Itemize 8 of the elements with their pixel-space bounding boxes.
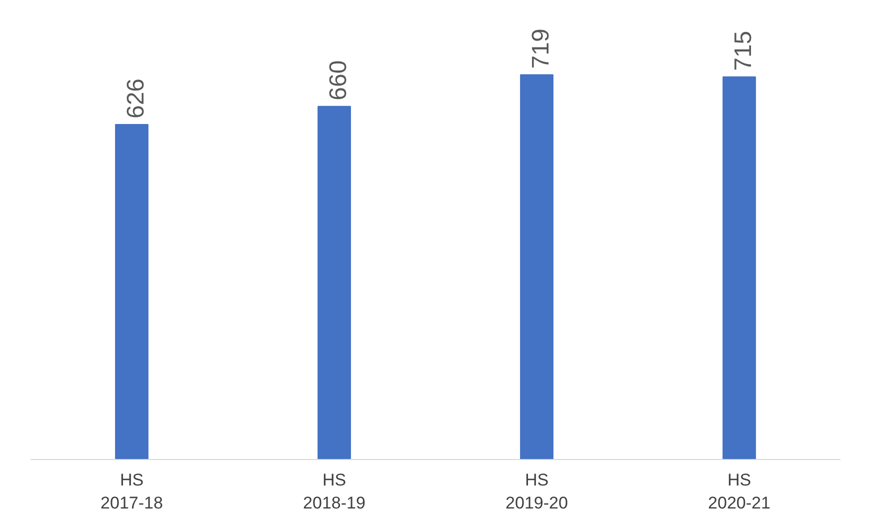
x-tick-label: HS 2020-21: [708, 470, 770, 512]
data-label: 719: [528, 28, 555, 69]
x-tick-label: HS 2019-20: [506, 470, 568, 512]
data-label: 715: [730, 30, 758, 71]
data-label: 660: [325, 60, 352, 100]
x-tick-label: HS 2017-18: [100, 470, 163, 512]
data-label: 626: [122, 78, 150, 119]
x-tick-label: HS 2018-19: [303, 470, 366, 512]
